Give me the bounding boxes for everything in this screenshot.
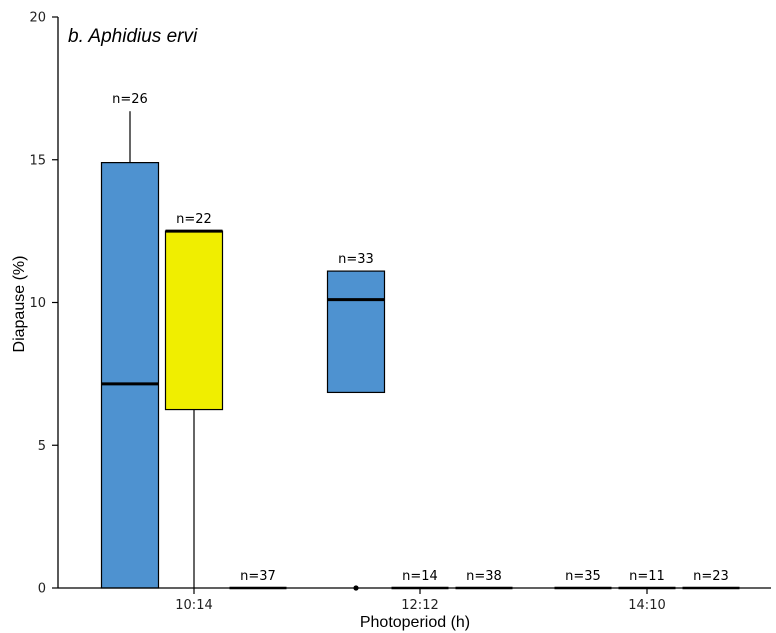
box-14:10-2: n=23 (682, 569, 740, 590)
box-12:12-0: n=33 (326, 252, 386, 591)
x-axis-title: Photoperiod (h) (360, 614, 470, 631)
sample-size-label: n=23 (693, 569, 729, 584)
sample-size-label: n=14 (402, 569, 438, 584)
sample-size-label: n=37 (240, 569, 276, 584)
plot-area: n=26 n=22 n=37 n=33 n=14 n=38 n=35 n=11 n=23 (100, 92, 740, 591)
y-tick-label: 15 (29, 153, 46, 168)
sample-size-label: n=38 (466, 569, 502, 584)
y-tick-label: 20 (29, 11, 46, 26)
sample-size-label: n=35 (565, 569, 601, 584)
sample-size-label: n=11 (629, 569, 665, 584)
y-tick-label: 10 (29, 296, 46, 311)
y-tick-label: 5 (38, 439, 46, 454)
box-10:14-1: n=22 (164, 212, 224, 588)
axes: 0 5 10 15 20 10:14 12:12 14:10 (29, 11, 771, 613)
x-tick-label: 14:10 (628, 598, 665, 613)
box-10:14-0: n=26 (100, 92, 160, 589)
box-12:12-2: n=38 (455, 569, 513, 590)
y-axis-title: Diapause (%) (11, 256, 28, 353)
box-10:14-2: n=37 (229, 569, 287, 590)
box-body (326, 270, 386, 394)
box-12:12-1: n=14 (391, 569, 449, 590)
x-tick-label: 10:14 (175, 598, 212, 613)
sample-size-label: n=26 (112, 92, 148, 107)
box-14:10-0: n=35 (554, 569, 612, 590)
box-body (100, 162, 160, 589)
box-body (164, 230, 224, 411)
sample-size-label: n=33 (338, 252, 374, 267)
box-14:10-1: n=11 (618, 569, 676, 590)
x-tick-label: 12:12 (401, 598, 438, 613)
y-tick-label: 0 (38, 582, 46, 597)
sample-size-label: n=22 (176, 212, 212, 227)
panel-title: b. Aphidius ervi (68, 26, 198, 47)
